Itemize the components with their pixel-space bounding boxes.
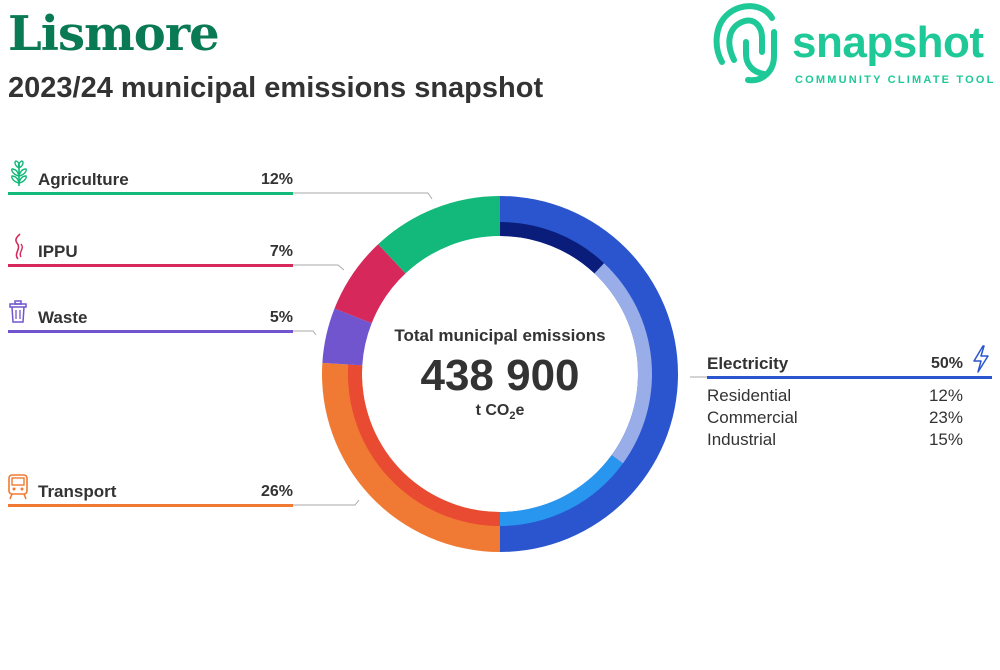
donut-slice-electricity [500, 196, 678, 552]
subsector-label-industrial: Industrial [707, 430, 776, 449]
total-value: 438 900 [420, 351, 580, 400]
legend-bar-ippu [8, 264, 293, 267]
donut-slice-ippu [334, 244, 406, 324]
donut-inner-slice-industrial [500, 455, 623, 526]
page-subtitle: 2023/24 municipal emissions snapshot [8, 72, 544, 104]
subsector-row-industrial: Industrial 15% [707, 430, 963, 450]
legend-bar-agriculture [8, 192, 293, 195]
leader-line-transport [293, 499, 360, 506]
legend-bar-waste [8, 330, 293, 333]
logo-tagline: COMMUNITY CLIMATE TOOL [795, 74, 996, 86]
legend-label-ippu: IPPU [38, 242, 78, 261]
legend-value-agriculture: 12% [260, 171, 293, 188]
donut-inner-slice-transport [347, 364, 500, 526]
subsector-label-commercial: Commercial [707, 408, 798, 427]
page-title: Lismore [8, 6, 220, 62]
subsector-value-commercial: 23% [928, 408, 963, 427]
legend-value-transport: 26% [260, 483, 293, 500]
total-unit: t CO2e [475, 402, 525, 423]
snapshot-logo: snapshot COMMUNITY CLIMATE TOOL [712, 0, 1000, 92]
subsector-row-commercial: Commercial 23% [707, 408, 963, 428]
legend-label-electricity: Electricity [707, 354, 789, 373]
leader-line-agriculture [293, 192, 433, 200]
legend-value-electricity: 50% [930, 355, 963, 372]
legend-label-transport: Transport [38, 482, 117, 501]
subsector-row-residential: Residential 12% [707, 386, 963, 406]
donut-inner-slice-residential [500, 222, 605, 274]
train-icon [8, 474, 28, 500]
subsector-value-residential: 12% [928, 386, 963, 405]
donut-inner-slice-commercial [594, 263, 652, 464]
donut-center: Total municipal emissions 438 900 t CO2e [380, 326, 620, 422]
logo-wordmark: snapshot [792, 18, 984, 67]
plant-icon [11, 160, 27, 186]
legend-label-waste: Waste [38, 308, 88, 327]
legend-value-waste: 5% [269, 309, 293, 326]
trash-bin-icon [9, 300, 27, 323]
total-label: Total municipal emissions [394, 326, 606, 345]
lightning-icon [973, 345, 989, 373]
legend-bar-electricity [707, 376, 992, 379]
subsector-value-industrial: 15% [928, 430, 963, 449]
leader-line-ippu [293, 264, 345, 271]
leader-line-waste [293, 330, 317, 336]
legend-bar-transport [8, 504, 293, 507]
legend-value-ippu: 7% [269, 243, 293, 260]
subsector-label-residential: Residential [707, 386, 792, 405]
fingerprint-logo-icon [713, 3, 777, 84]
donut-slice-agriculture [378, 196, 500, 274]
legend-label-agriculture: Agriculture [38, 170, 129, 189]
smoke-icon [15, 233, 23, 260]
donut-slice-waste [322, 308, 372, 366]
